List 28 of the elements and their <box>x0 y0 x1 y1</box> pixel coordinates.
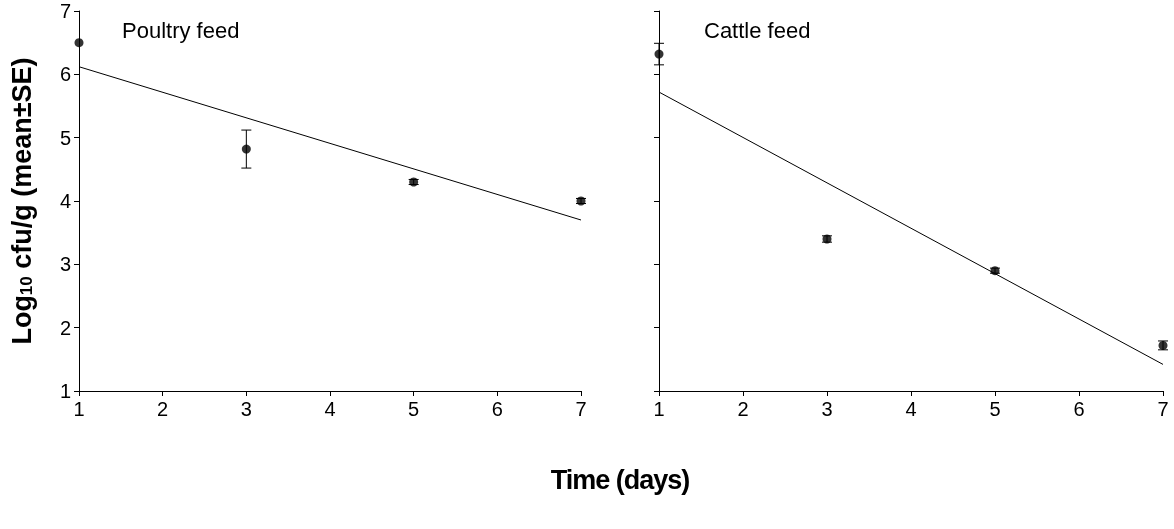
x-axis-title: Time (days) <box>549 465 691 496</box>
y-tick-label: 3 <box>59 253 71 276</box>
x-tick-label: 6 <box>1073 398 1085 420</box>
chart-title: Poultry feed <box>122 17 240 43</box>
x-tick-label: 6 <box>491 398 503 420</box>
y-axis-title: Log10 cfu/g (mean±SE) <box>6 57 37 345</box>
x-tick-label: 1 <box>653 398 665 420</box>
y-tick-label: 1 <box>59 380 71 402</box>
chart-title: Cattle feed <box>704 17 811 43</box>
x-tick-label: 5 <box>989 398 1001 420</box>
x-tick-label: 1 <box>73 398 85 420</box>
x-tick-label: 2 <box>737 398 749 420</box>
x-tick-label: 2 <box>157 398 169 420</box>
y-tick-label: 2 <box>59 316 71 339</box>
x-tick-label: 7 <box>575 398 587 420</box>
x-tick-label: 7 <box>1157 398 1169 420</box>
x-tick-label: 5 <box>408 398 420 420</box>
y-tick-label: 5 <box>59 126 71 149</box>
y-tick-label: 7 <box>59 0 71 22</box>
y-tick-label: 4 <box>59 190 71 212</box>
y-tick-label: 6 <box>59 63 71 86</box>
x-tick-label: 4 <box>905 398 917 420</box>
x-tick-label: 3 <box>821 398 833 420</box>
x-tick-label: 4 <box>324 398 336 420</box>
point <box>654 49 664 59</box>
x-tick-label: 3 <box>240 398 252 420</box>
point <box>241 144 251 154</box>
point <box>74 38 84 48</box>
